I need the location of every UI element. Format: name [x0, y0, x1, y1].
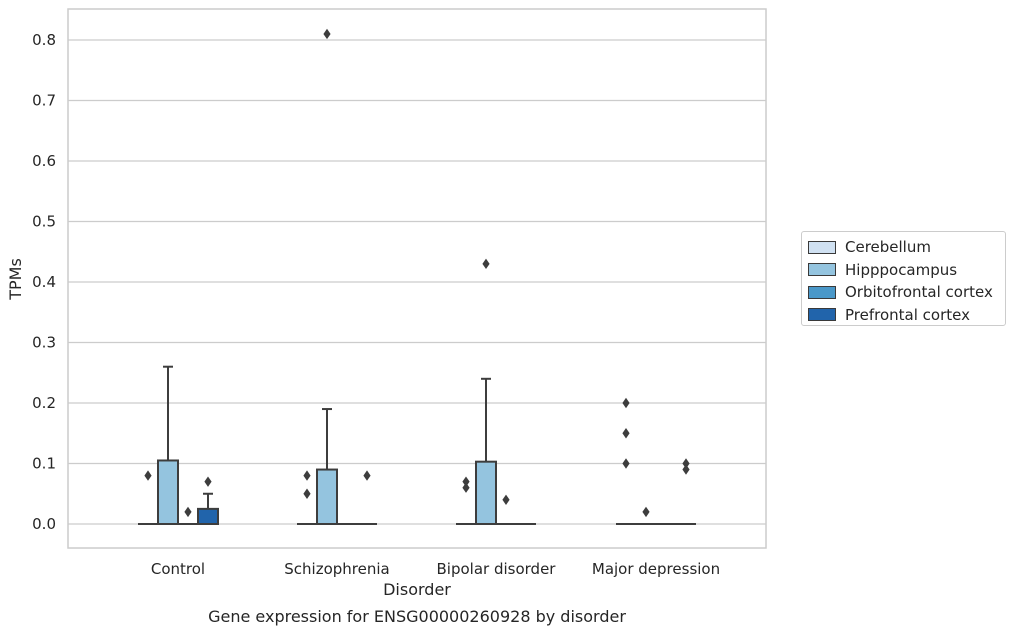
box [475, 460, 497, 525]
outlier-point [682, 464, 690, 475]
outlier-point [622, 458, 630, 469]
outlier-point [204, 476, 212, 487]
legend-label-hippocampus: Hipppocampus [845, 260, 958, 279]
box [197, 507, 219, 525]
x-tick-label: Schizophrenia [284, 560, 389, 578]
legend-item-cerebellum: Cerebellum [808, 236, 1005, 259]
legend-swatch-orbitofrontal-cortex [808, 285, 836, 299]
legend-swatch-hippocampus [808, 263, 836, 277]
y-tick-label: 0.3 [32, 334, 56, 352]
legend-label-prefrontal-cortex: Prefrontal cortex [845, 305, 970, 324]
y-tick-label: 0.2 [32, 394, 56, 412]
chart-title: Gene expression for ENSG00000260928 by d… [208, 607, 626, 626]
outlier-point [462, 482, 470, 493]
y-axis-title: TPMs [6, 258, 25, 301]
outlier-point [303, 470, 311, 481]
y-tick-label: 0.4 [32, 273, 56, 291]
outlier-point [502, 494, 510, 505]
outlier-point [303, 488, 311, 499]
x-tick-label: Control [151, 560, 205, 578]
outlier-point [622, 428, 630, 439]
plot-area [67, 8, 767, 549]
y-tick-label: 0.7 [32, 92, 56, 110]
y-tick-label: 0.5 [32, 213, 56, 231]
legend-item-orbitofrontal-cortex: Orbitofrontal cortex [808, 281, 1005, 304]
x-tick-label: Bipolar disorder [437, 560, 557, 578]
y-tick-label: 0.8 [32, 31, 56, 49]
outlier-point [363, 470, 371, 481]
legend-label-cerebellum: Cerebellum [845, 238, 931, 257]
legend-label-orbitofrontal-cortex: Orbitofrontal cortex [845, 283, 993, 302]
legend-item-hippocampus: Hipppocampus [808, 259, 1005, 282]
x-axis-title: Disorder [383, 580, 451, 599]
outlier-point [682, 458, 690, 469]
box [157, 459, 179, 526]
outlier-point [642, 506, 650, 518]
y-tick-label: 0.6 [32, 152, 56, 170]
x-tick-label: Major depression [592, 560, 720, 578]
legend-swatch-prefrontal-cortex [808, 308, 836, 322]
outlier-point [482, 258, 490, 270]
outlier-point [184, 506, 192, 518]
legend-item-prefrontal-cortex: Prefrontal cortex [808, 304, 1005, 327]
legend-swatch-cerebellum [808, 240, 836, 254]
outlier-point [622, 397, 630, 409]
legend: Cerebellum Hipppocampus Orbitofrontal co… [801, 231, 1006, 326]
outlier-point [462, 476, 470, 487]
outlier-point [323, 28, 331, 40]
y-tick-label: 0.0 [32, 515, 56, 533]
box [316, 468, 338, 525]
y-tick-label: 0.1 [32, 455, 56, 473]
outlier-point [144, 470, 152, 481]
